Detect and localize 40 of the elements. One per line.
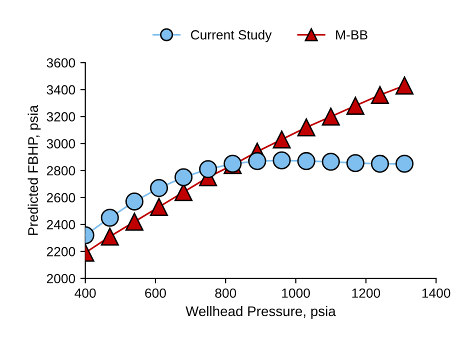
- point: [370, 86, 389, 104]
- point: [125, 212, 144, 231]
- y-tick-label: 3000: [46, 139, 76, 148]
- legend-label: Current Study: [190, 30, 272, 42]
- point: [125, 192, 144, 211]
- legend-label: M-BB: [336, 30, 368, 40]
- point: [150, 179, 168, 198]
- point: [346, 96, 364, 115]
- y-tick-label: 2400: [46, 220, 76, 230]
- point: [395, 154, 414, 173]
- y-axis-title: Predicted FBHP, psia: [28, 105, 41, 235]
- point: [322, 108, 340, 126]
- point: [248, 152, 266, 170]
- x-tick-label: 400: [74, 288, 96, 298]
- point: [272, 130, 291, 149]
- point: [272, 151, 291, 170]
- point: [370, 154, 389, 173]
- point: [174, 168, 193, 186]
- x-axis-title: Wellhead Pressure, psia: [186, 306, 336, 319]
- y-tick-label: 2000: [46, 274, 76, 284]
- point: [199, 160, 218, 178]
- point: [346, 154, 364, 172]
- point: [100, 228, 119, 246]
- x-tick-label: 1200: [352, 288, 380, 298]
- x-tick-label: 1400: [422, 288, 450, 298]
- y-tick-label: 2600: [46, 193, 76, 202]
- point: [297, 118, 316, 136]
- point: [322, 152, 340, 171]
- x-tick-label: 1000: [282, 288, 310, 298]
- y-tick-label: 3200: [46, 112, 76, 122]
- point: [395, 76, 414, 95]
- y-tick-label: 2200: [46, 246, 76, 256]
- x-tick-label: 800: [215, 288, 236, 298]
- y-tick-label: 3600: [46, 58, 76, 68]
- point: [297, 152, 316, 170]
- point: [100, 208, 119, 227]
- x-tick-label: 600: [145, 288, 166, 298]
- point: [150, 198, 168, 216]
- y-tick-label: 3400: [46, 85, 76, 95]
- y-tick-label: 2800: [46, 166, 76, 176]
